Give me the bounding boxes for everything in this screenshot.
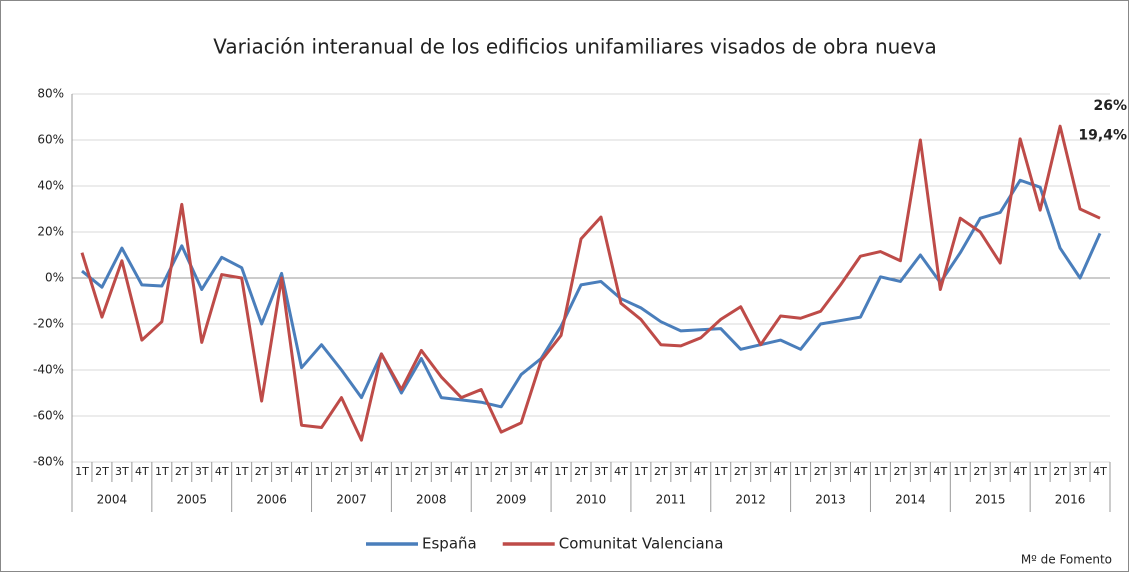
data-label: 19,4%	[1078, 127, 1127, 143]
y-tick-label: -80%	[33, 455, 64, 469]
year-label: 2009	[496, 493, 527, 507]
x-tick-label: 1T	[874, 465, 888, 478]
x-tick-label: 2T	[95, 465, 109, 478]
x-tick-label: 1T	[953, 465, 967, 478]
x-tick-label: 3T	[834, 465, 848, 478]
y-tick-label: 60%	[37, 133, 64, 147]
x-tick-label: 3T	[115, 465, 129, 478]
year-label: 2004	[97, 493, 128, 507]
x-tick-label: 1T	[1033, 465, 1047, 478]
year-label: 2005	[176, 493, 207, 507]
x-tick-label: 4T	[854, 465, 868, 478]
year-label: 2014	[895, 493, 926, 507]
year-label: 2007	[336, 493, 367, 507]
x-tick-label: 2T	[654, 465, 668, 478]
x-tick-label: 1T	[474, 465, 488, 478]
data-label: 26%	[1093, 98, 1127, 114]
legend-label: España	[422, 535, 477, 553]
y-tick-label: 20%	[37, 225, 64, 239]
legend-label: Comunitat Valenciana	[559, 535, 724, 553]
x-tick-label: 4T	[375, 465, 389, 478]
x-tick-label: 2T	[414, 465, 428, 478]
year-label: 2011	[656, 493, 687, 507]
year-label: 2006	[256, 493, 287, 507]
year-label: 2012	[735, 493, 766, 507]
x-tick-label: 4T	[1093, 465, 1107, 478]
x-tick-label: 1T	[315, 465, 329, 478]
y-tick-label: -60%	[33, 409, 64, 423]
y-tick-label: -20%	[33, 317, 64, 331]
year-label: 2010	[576, 493, 607, 507]
x-tick-label: 3T	[195, 465, 209, 478]
x-tick-label: 2T	[255, 465, 269, 478]
x-tick-label: 2T	[175, 465, 189, 478]
x-tick-label: 1T	[714, 465, 728, 478]
x-tick-label: 1T	[794, 465, 808, 478]
x-tick-label: 1T	[554, 465, 568, 478]
x-tick-label: 3T	[355, 465, 369, 478]
x-tick-label: 2T	[335, 465, 349, 478]
x-tick-label: 4T	[614, 465, 628, 478]
source: Mº de Fomento	[1021, 553, 1112, 567]
x-tick-label: 1T	[155, 465, 169, 478]
year-label: 2008	[416, 493, 447, 507]
x-tick-label: 4T	[135, 465, 149, 478]
x-tick-label: 2T	[734, 465, 748, 478]
y-tick-label: 0%	[45, 271, 64, 285]
y-tick-label: 40%	[37, 179, 64, 193]
x-tick-label: 1T	[634, 465, 648, 478]
x-tick-label: 3T	[514, 465, 528, 478]
year-label: 2016	[1055, 493, 1086, 507]
x-tick-label: 2T	[814, 465, 828, 478]
x-tick-label: 2T	[1053, 465, 1067, 478]
year-label: 2015	[975, 493, 1006, 507]
x-tick-label: 2T	[973, 465, 987, 478]
x-tick-label: 3T	[914, 465, 928, 478]
x-tick-label: 3T	[993, 465, 1007, 478]
x-tick-label: 3T	[434, 465, 448, 478]
x-tick-label: 4T	[295, 465, 309, 478]
x-tick-label: 4T	[694, 465, 708, 478]
x-tick-label: 4T	[454, 465, 468, 478]
x-tick-label: 4T	[534, 465, 548, 478]
x-tick-label: 4T	[1013, 465, 1027, 478]
x-tick-label: 3T	[594, 465, 608, 478]
series-line	[80, 124, 1101, 442]
series-line	[81, 178, 1102, 409]
chart-title: Variación interanual de los edificios un…	[213, 35, 936, 59]
x-tick-label: 3T	[275, 465, 289, 478]
x-tick-label: 1T	[235, 465, 249, 478]
x-tick-label: 4T	[774, 465, 788, 478]
x-tick-label: 2T	[574, 465, 588, 478]
x-tick-label: 3T	[754, 465, 768, 478]
y-tick-label: 80%	[37, 87, 64, 101]
x-tick-label: 4T	[215, 465, 229, 478]
x-tick-label: 1T	[75, 465, 89, 478]
x-tick-label: 2T	[894, 465, 908, 478]
x-tick-label: 4T	[933, 465, 947, 478]
y-tick-label: -40%	[33, 363, 64, 377]
x-tick-label: 2T	[494, 465, 508, 478]
year-label: 2013	[815, 493, 846, 507]
x-tick-label: 3T	[674, 465, 688, 478]
x-tick-label: 3T	[1073, 465, 1087, 478]
x-tick-label: 1T	[395, 465, 409, 478]
